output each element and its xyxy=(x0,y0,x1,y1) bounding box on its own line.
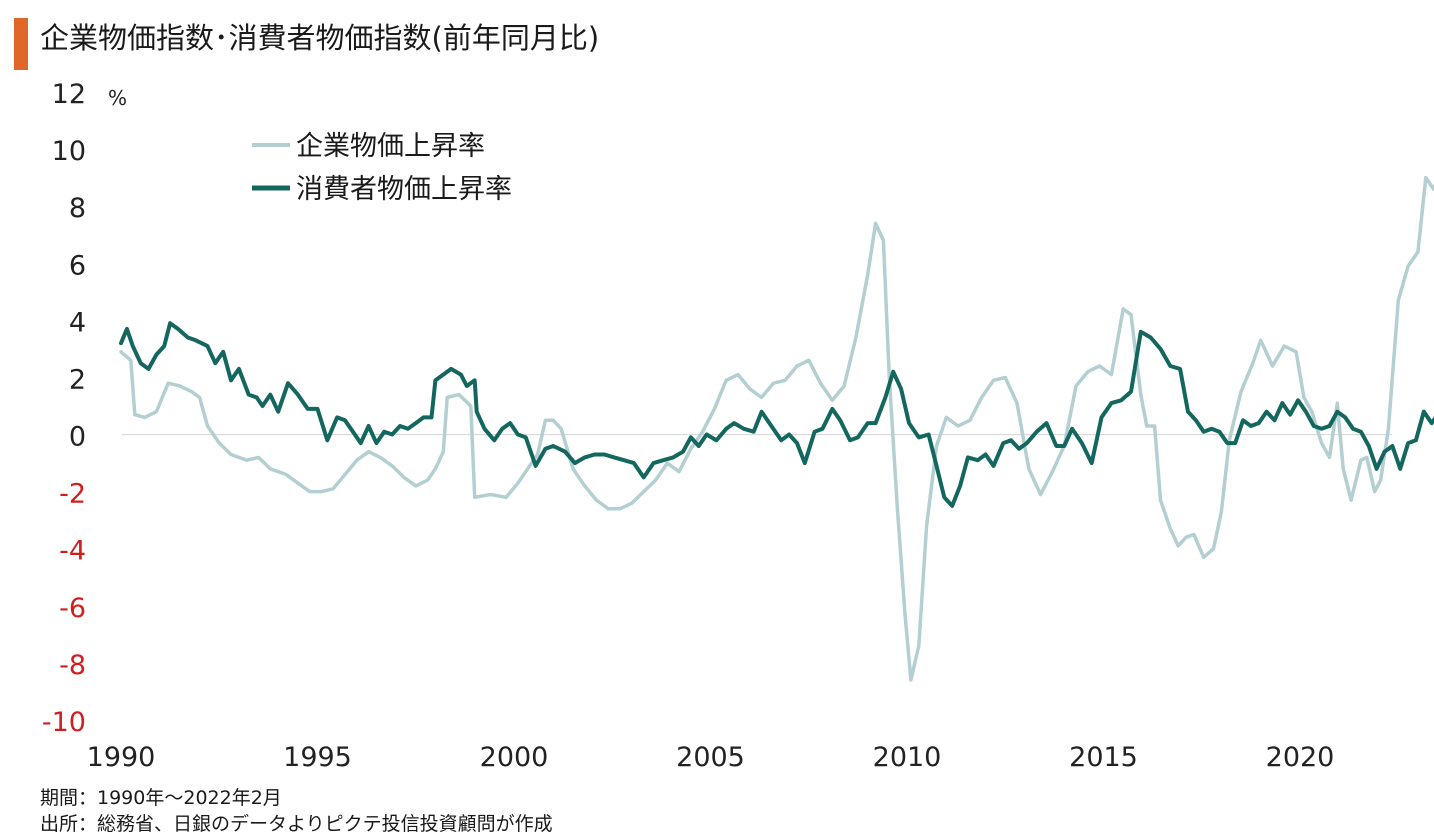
legend-label: 企業物価上昇率 xyxy=(296,131,485,162)
y-tick-label: 2 xyxy=(69,364,86,395)
y-tick-label: 10 xyxy=(52,136,86,167)
y-tick-label: -10 xyxy=(42,707,86,738)
footer-source: 出所：総務省、日銀のデータよりピクテ投信投資顧問が作成 xyxy=(40,813,553,835)
y-tick-label: -8 xyxy=(59,650,86,681)
chart-area: 12 10 8 6 4 2 0 -2 -4 -6 -8 -10% 1990 1995 2000 2005 201… xyxy=(42,79,1434,773)
y-tick-label: 4 xyxy=(69,307,86,338)
x-tick-label: 2005 xyxy=(676,742,745,773)
chart-title: 企業物価指数･消費者物価指数(前年同月比) xyxy=(40,21,600,55)
series-line-corporate xyxy=(119,175,1434,682)
x-tick-label: 2020 xyxy=(1266,742,1335,773)
series-line-consumer xyxy=(119,321,1434,508)
title-accent-bar xyxy=(14,18,28,70)
footer-period: 期間：1990年～2022年2月 xyxy=(40,787,282,809)
x-tick-label: 2015 xyxy=(1069,742,1138,773)
y-tick-label: -2 xyxy=(59,479,86,510)
x-tick-label: 2000 xyxy=(480,742,549,773)
x-tick-label: 1995 xyxy=(283,742,352,773)
y-tick-label: 0 xyxy=(69,422,86,453)
y-unit-label: % xyxy=(108,86,127,110)
legend-label: 消費者物価上昇率 xyxy=(296,174,512,205)
x-tick-label: 1990 xyxy=(87,742,156,773)
y-tick-label: 6 xyxy=(69,250,86,281)
y-tick-label: -4 xyxy=(59,536,86,567)
y-tick-label: -6 xyxy=(59,593,86,624)
y-tick-label: 12 xyxy=(52,79,86,110)
y-tick-label: 8 xyxy=(69,193,86,224)
x-tick-label: 2010 xyxy=(873,742,942,773)
